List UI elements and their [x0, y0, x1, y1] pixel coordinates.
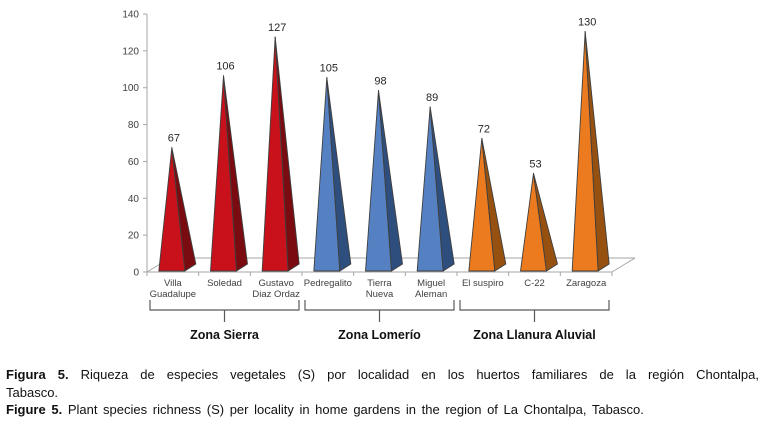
cone-side-face: [223, 75, 248, 272]
category-label: Aleman: [415, 289, 447, 300]
caption-english-text: Plant species richness (S) per locality …: [67, 402, 644, 418]
y-axis-tick-label: 120: [122, 46, 139, 57]
y-axis-tick-label: 0: [133, 268, 139, 279]
category-label: Pedregalito: [304, 278, 352, 289]
y-axis-tick-label: 60: [128, 157, 140, 168]
y-axis-tick-label: 80: [128, 120, 140, 131]
value-label: 89: [426, 92, 438, 104]
category-label: Guadalupe: [150, 289, 196, 300]
cone-side-face: [274, 36, 300, 272]
y-axis-tick-label: 40: [128, 194, 140, 205]
y-axis-tick-label: 100: [122, 83, 139, 94]
cone-side-face: [326, 77, 352, 272]
value-label: 98: [374, 75, 386, 87]
caption-english-label: Figure 5.: [6, 402, 63, 418]
cone-side-face: [378, 89, 403, 272]
cone-side-face: [429, 106, 455, 272]
value-label: 130: [578, 16, 596, 28]
y-axis-tick-label: 140: [122, 10, 139, 21]
value-label: 53: [529, 158, 541, 170]
figure-captions: Figura 5. Riqueza de especies vegetales …: [0, 366, 765, 419]
zone-label: Zona Lomerío: [338, 328, 421, 342]
cone-side-face: [171, 147, 197, 272]
caption-spanish: Figura 5. Riqueza de especies vegetales …: [6, 366, 759, 384]
category-label: Soledad: [207, 278, 242, 289]
category-label: Nueva: [366, 289, 394, 300]
value-label: 105: [320, 63, 338, 75]
cone-side-face: [533, 172, 558, 272]
caption-english: Figure 5. Plant species richness (S) per…: [6, 401, 759, 419]
category-label: Gustavo: [258, 278, 293, 289]
zone-bracket: [149, 300, 300, 311]
value-label: 67: [168, 133, 180, 145]
zone-label: Zona Llanura Aluvial: [473, 328, 595, 342]
caption-spanish-label: Figura 5.: [6, 367, 69, 382]
cone-side-face: [481, 137, 507, 272]
category-label: El suspiro: [462, 278, 504, 289]
category-label: Villa: [164, 278, 182, 289]
value-label: 72: [478, 123, 490, 135]
category-label: Tierra: [367, 278, 392, 289]
category-label: C-22: [524, 278, 545, 289]
category-label: Zaragoza: [566, 278, 607, 289]
caption-spanish-line2: Tabasco.: [6, 384, 59, 400]
value-label: 106: [216, 61, 234, 73]
category-label: Diaz Ordaz: [252, 289, 300, 300]
zone-bracket: [304, 300, 455, 311]
category-label: Miguel: [417, 278, 445, 289]
zone-label: Zona Sierra: [190, 328, 260, 342]
y-axis-tick-label: 20: [128, 231, 140, 242]
floor-right-edge: [611, 257, 636, 273]
value-label: 127: [268, 22, 286, 34]
cone-side-face: [584, 30, 610, 272]
caption-spanish-text: Riqueza de especies vegetales (S) por lo…: [80, 367, 759, 382]
zone-bracket: [459, 300, 610, 311]
chart-area: 0 20 40 60 80 100 120 140 67 Villa Guadalupe 106 Sol…: [122, 10, 636, 342]
